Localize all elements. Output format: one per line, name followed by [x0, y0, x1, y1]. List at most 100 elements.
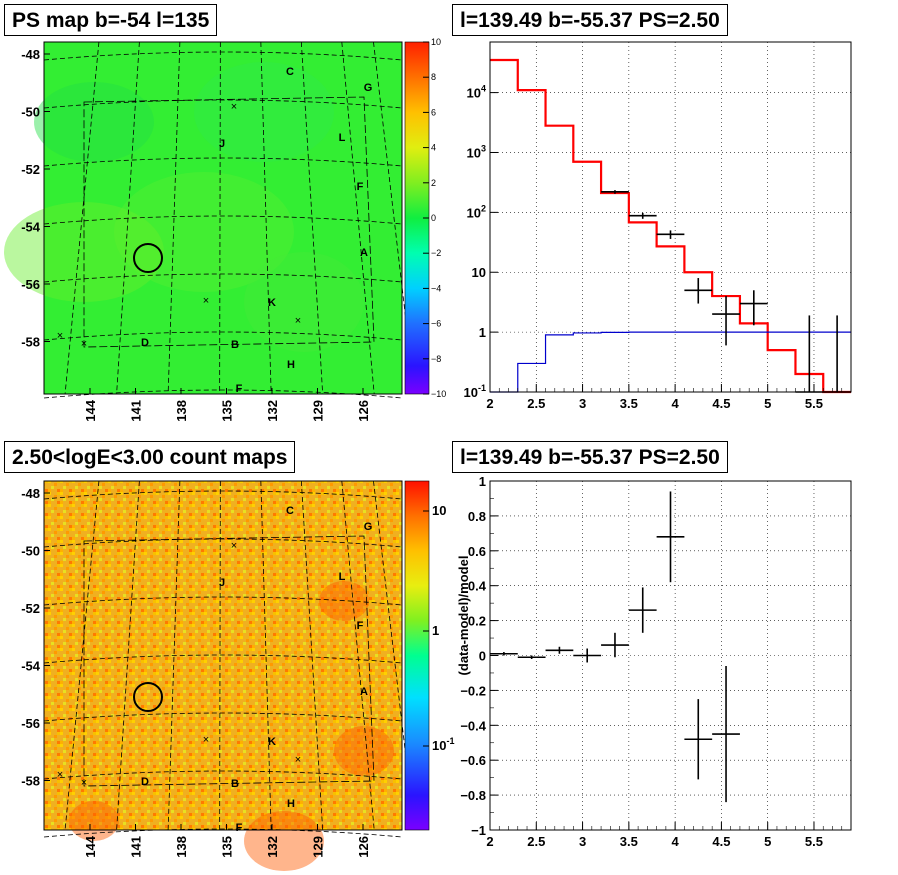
spectrum-xtick-label: 4.5 — [712, 396, 730, 411]
map-bottom-source-label: J — [219, 577, 225, 589]
map-bottom-lon-grid — [300, 480, 324, 831]
map-top-source-label: L — [339, 132, 346, 144]
map-top-lon-grid — [64, 41, 100, 395]
spectrum-ytick-label: 1 — [479, 325, 486, 340]
map-bottom-xtick-label: 144 — [83, 835, 98, 857]
map-top-source-label: B — [231, 339, 239, 351]
map-top-colorbar-label: −4 — [431, 283, 441, 293]
spectrum-ytick-label: 104 — [467, 84, 486, 101]
map-top-xtick-label: 141 — [129, 400, 144, 422]
map-bottom-xtick-label: 135 — [220, 836, 235, 858]
map-top-colorbar-label: −10 — [431, 389, 446, 399]
map-top-ytick-label: -50 — [21, 105, 40, 120]
map-bottom-ytick-label: -52 — [21, 601, 40, 616]
map-top-colorbar-label: 6 — [431, 107, 436, 117]
map-top-source-marker: × — [295, 315, 301, 327]
spectrum-frame — [489, 41, 852, 393]
map-top-roi-outline — [83, 96, 375, 348]
map-top-lon-grid — [219, 41, 221, 395]
map-bottom-lat-grid — [43, 490, 403, 500]
map-top-lat-grid — [43, 99, 403, 109]
map-top-colorbar-label: −8 — [431, 354, 441, 364]
spectrum-ytick-label: 10-1 — [464, 383, 486, 400]
map-top-title: PS map b=-54 l=135 — [4, 4, 218, 36]
map-top-source-label: J — [219, 138, 225, 150]
map-bottom-source-marker: × — [295, 754, 301, 766]
map-top-colorbar-label: 10 — [431, 37, 441, 47]
spectrum-xtick-label: 5 — [764, 396, 771, 411]
map-bottom-source-label: F — [357, 620, 364, 632]
map-bottom-ytick-label: -50 — [21, 544, 40, 559]
residual-ylabel: (data-model)/model — [456, 556, 471, 676]
residual-ytick-label: 0.2 — [468, 614, 486, 629]
map-top-source-label: A — [360, 247, 368, 259]
map-bottom-source-label: B — [231, 778, 239, 790]
map-top-xtick-label: 132 — [265, 400, 280, 422]
map-bottom-source-label: L — [339, 571, 346, 583]
map-top-lon-grid — [116, 41, 140, 395]
map-bottom-lat-grid — [43, 654, 403, 664]
residual-xtick-label: 5 — [764, 834, 771, 849]
spectrum-panel: 2 2.5 3 3.5 4 4.5 5 5.5 10-1 1 10 102 103 104 — [464, 41, 852, 411]
spectrum-xtick-label: 5.5 — [805, 396, 823, 411]
residual-xtick-label: 3.5 — [620, 834, 638, 849]
map-bottom-xtick-label: 141 — [129, 836, 144, 858]
map-bottom-colorbar-label: 10-1 — [432, 736, 454, 753]
map-top-lon-grid — [260, 41, 272, 395]
map-top-xtick-label: 144 — [83, 399, 98, 421]
map-top-ytick-label: -48 — [21, 47, 40, 62]
map-bottom-colorbar-label: 1 — [432, 623, 439, 638]
residual-ytick-label: 0 — [479, 649, 486, 664]
map-top-source-marker: × — [203, 295, 209, 307]
map-top-lat-grid — [43, 389, 403, 399]
spectrum-ytick-label: 102 — [467, 203, 486, 220]
map-bottom-source-label: A — [360, 686, 368, 698]
residual-ytick-label: 0.6 — [468, 544, 486, 559]
map-top-patch — [194, 62, 334, 162]
map-top-source-label: H — [287, 359, 295, 371]
spectrum-model-total-line — [490, 58, 851, 394]
map-bottom-hotspot — [69, 801, 119, 841]
map-bottom-source-label: C — [286, 505, 294, 517]
map-bottom-lat-grid — [43, 712, 403, 722]
map-bottom-ytick-label: -58 — [21, 774, 40, 789]
map-bottom-xtick-label: 132 — [265, 836, 280, 858]
map-bottom-source-label: H — [287, 798, 295, 810]
map-top-lat-grid — [43, 157, 403, 167]
map-bottom-colorbar — [404, 480, 430, 831]
map-top-lon-grid — [300, 41, 324, 395]
spectrum-xtick-label: 4 — [672, 396, 680, 411]
residual-xtick-label: 5.5 — [805, 834, 823, 849]
map-top-xtick-label: 138 — [174, 400, 189, 422]
map-top-xtick-label: 135 — [220, 400, 235, 422]
map-top-patch — [244, 252, 364, 352]
map-top-ytick-label: -54 — [21, 220, 41, 235]
map-top-colorbar-label: 2 — [431, 178, 436, 188]
map-bottom-lon-grid — [219, 480, 221, 831]
map-top-lat-grid — [43, 331, 403, 341]
map-top-source-label: F — [357, 181, 364, 193]
spectrum-ytick-label: 103 — [467, 143, 486, 160]
map-bottom-lon-grid — [260, 480, 272, 831]
map-top-colorbar-label: −6 — [431, 319, 441, 329]
map-top-patch — [114, 172, 294, 292]
map-bottom-lat-grid — [43, 770, 403, 780]
residual-ytick-label: 0.8 — [468, 509, 486, 524]
map-top-panel: × × × × × C G L J F A K D B H F -48 -50 -52 -54 -56 -58 144 141… — [4, 37, 446, 422]
map-bottom-xtick-label: 138 — [174, 836, 189, 858]
residual-ytick-label: −0.2 — [460, 683, 486, 698]
map-top-source-label: C — [286, 66, 294, 78]
residual-ytick-label: −0.4 — [460, 718, 486, 733]
spectrum-model-ps-line — [490, 331, 851, 393]
map-top-source-label: K — [268, 297, 276, 309]
map-bottom-source-label: F — [236, 822, 243, 834]
map-top-ytick-label: -52 — [21, 162, 40, 177]
spectrum-xtick-label: 2.5 — [527, 396, 545, 411]
map-top-colorbar-label: −2 — [431, 248, 441, 258]
map-top-ytick-label: -56 — [21, 277, 40, 292]
map-bottom-lon-grid — [341, 480, 375, 831]
residual-ytick-label: 0.4 — [468, 579, 487, 594]
residual-ytick-label: 1 — [479, 474, 486, 489]
